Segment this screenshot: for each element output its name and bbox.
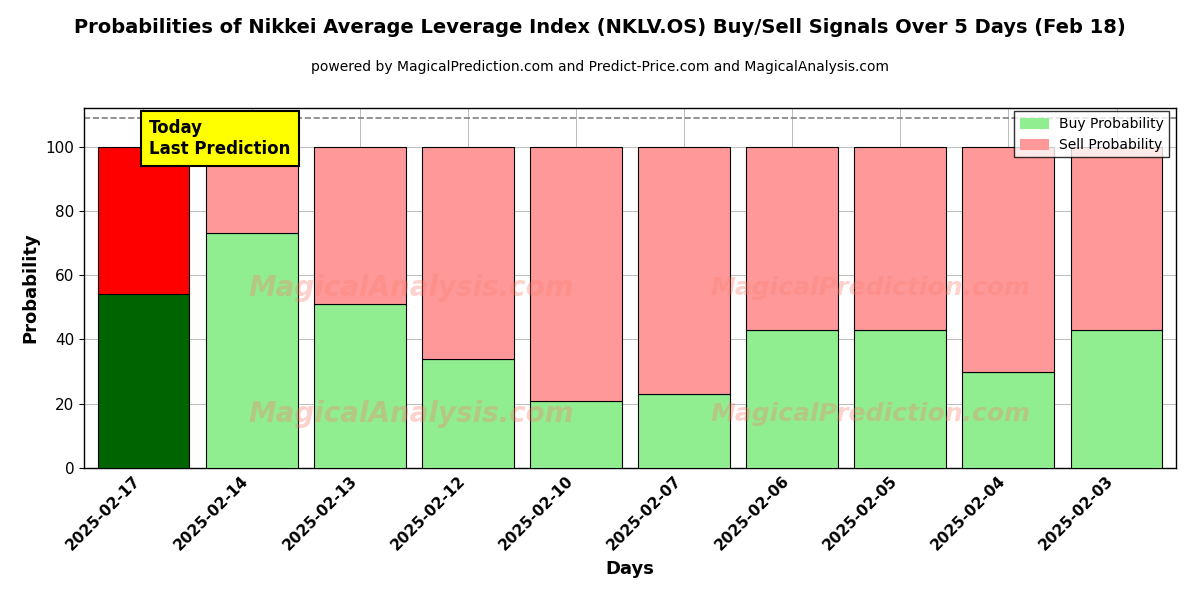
Text: Probabilities of Nikkei Average Leverage Index (NKLV.OS) Buy/Sell Signals Over 5: Probabilities of Nikkei Average Leverage… <box>74 18 1126 37</box>
Bar <box>422 359 514 468</box>
Bar <box>1070 146 1163 330</box>
Y-axis label: Probability: Probability <box>22 233 40 343</box>
Bar <box>205 233 298 468</box>
Text: Today
Last Prediction: Today Last Prediction <box>149 119 290 158</box>
Text: MagicalAnalysis.com: MagicalAnalysis.com <box>248 274 575 302</box>
Text: MagicalPrediction.com: MagicalPrediction.com <box>710 402 1031 426</box>
Bar <box>530 146 622 401</box>
Bar <box>530 401 622 468</box>
Bar <box>854 146 947 330</box>
Bar <box>746 330 838 468</box>
Bar <box>854 330 947 468</box>
Bar <box>205 146 298 233</box>
Bar <box>97 146 190 295</box>
Bar <box>422 146 514 359</box>
Legend: Buy Probability, Sell Probability: Buy Probability, Sell Probability <box>1014 112 1169 157</box>
Bar <box>638 394 730 468</box>
X-axis label: Days: Days <box>606 560 654 578</box>
Bar <box>97 295 190 468</box>
Bar <box>746 146 838 330</box>
Bar <box>638 146 730 394</box>
Bar <box>313 146 406 304</box>
Text: powered by MagicalPrediction.com and Predict-Price.com and MagicalAnalysis.com: powered by MagicalPrediction.com and Pre… <box>311 60 889 74</box>
Text: MagicalAnalysis.com: MagicalAnalysis.com <box>248 400 575 428</box>
Bar <box>313 304 406 468</box>
Bar <box>1070 330 1163 468</box>
Bar <box>962 146 1055 371</box>
Bar <box>962 371 1055 468</box>
Text: MagicalPrediction.com: MagicalPrediction.com <box>710 276 1031 300</box>
